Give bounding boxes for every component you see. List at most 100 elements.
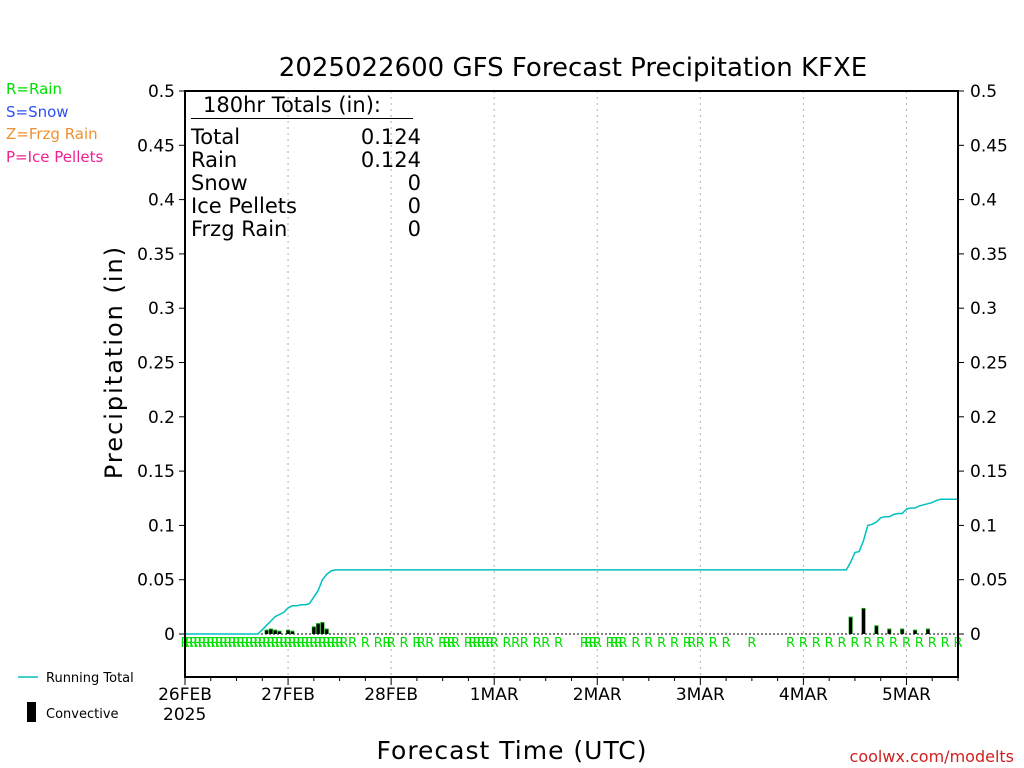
ptype-marker: R — [382, 636, 391, 651]
y-tick-label-right: 0.1 — [970, 516, 997, 536]
ptype-marker: R — [374, 636, 383, 651]
ptype-marker: R — [253, 636, 262, 651]
running-total-key-label: Running Total — [46, 671, 134, 686]
x-tick-label: 4MAR — [779, 685, 828, 705]
convective-bar — [874, 626, 878, 634]
ptype-marker: R — [228, 636, 237, 651]
y-tick-label: 0.25 — [137, 354, 175, 374]
ptype-marker: R — [614, 636, 623, 651]
ptype-marker: R — [447, 636, 456, 651]
ptype-marker: R — [451, 636, 460, 651]
ptype-marker: R — [610, 636, 619, 651]
ptype-marker: R — [271, 636, 280, 651]
ptype-marker: R — [202, 636, 211, 651]
y-tick-label: 0.3 — [148, 299, 175, 319]
ptype-marker: R — [185, 636, 194, 651]
totals-row-ice-pellets: Ice Pellets 0 — [191, 194, 421, 218]
convective-bar — [325, 629, 329, 634]
axes: 0 00.05 0.050.1 0.10.15 0.150.2 0.20.25 0.250.… — [137, 82, 1008, 705]
ptype-marker: R — [305, 636, 314, 651]
y-tick-label: 0.15 — [137, 462, 175, 482]
y-tick-label-right: 0 — [970, 625, 981, 645]
totals-label: Rain — [191, 148, 238, 172]
year-label: 2025 — [163, 705, 206, 725]
ptype-marker: R — [387, 636, 396, 651]
ptype-marker: R — [472, 636, 481, 651]
ptype-marker: R — [606, 636, 615, 651]
y-tick-label: 0.1 — [148, 516, 175, 536]
chart-title: 2025022600 GFS Forecast Precipitation KF… — [279, 53, 867, 83]
convective-bar — [900, 629, 904, 634]
totals-label: Snow — [191, 171, 248, 195]
ptype-marker: R — [786, 636, 795, 651]
ptype-marker: R — [915, 636, 924, 651]
ptype-marker: R — [215, 636, 224, 651]
ptype-marker: R — [206, 636, 215, 651]
ptype-marker: R — [318, 636, 327, 651]
ptype-marker: R — [189, 636, 198, 651]
ptype-marker: R — [850, 636, 859, 651]
totals-row-snow: Snow 0 — [191, 171, 421, 195]
ptype-marker: R — [288, 636, 297, 651]
convective-key-swatch — [27, 702, 36, 722]
ptype-marker: R — [520, 636, 529, 651]
series-layer — [185, 498, 958, 635]
totals-value: 0.124 — [360, 125, 421, 149]
totals-row-frzg-rain: Frzg Rain 0 — [191, 217, 421, 241]
ptype-marker: R — [425, 636, 434, 651]
ptype-marker: R — [326, 636, 335, 651]
ptype-marker: R — [485, 636, 494, 651]
ptype-marker: R — [258, 636, 267, 651]
x-tick-label: 1MAR — [470, 685, 519, 705]
convective-bar — [265, 630, 269, 634]
x-tick-label: 26FEB — [158, 685, 212, 705]
ptype-marker: R — [722, 636, 731, 651]
convective-bar — [316, 624, 320, 634]
ptype-marker: R — [709, 636, 718, 651]
ptype-marker: R — [464, 636, 473, 651]
ptype-marker: R — [511, 636, 520, 651]
ptype-marker: R — [322, 636, 331, 651]
ptype-marker: R — [838, 636, 847, 651]
y-tick-label-right: 0.2 — [970, 408, 997, 428]
ptype-marker: R — [232, 636, 241, 651]
ptype-marker: R — [477, 636, 486, 651]
ptype-marker: R — [825, 636, 834, 651]
legend-frzg-rain: Z=Frzg Rain — [6, 125, 98, 143]
x-tick-label: 5MAR — [882, 685, 931, 705]
y-tick-label-right: 0.35 — [970, 245, 1008, 265]
ptype-marker: R — [644, 636, 653, 651]
ptype-marker: R — [541, 636, 550, 651]
ptype-marker: R — [417, 636, 426, 651]
convective-bar — [849, 617, 853, 634]
ptype-marker: R — [331, 636, 340, 651]
x-tick-label: 2MAR — [573, 685, 622, 705]
totals-row-total: Total 0.124 — [191, 125, 421, 149]
totals-value: 0 — [407, 171, 421, 195]
ptype-marker: R — [490, 636, 499, 651]
ptype-marker: R — [670, 636, 679, 651]
ptype-marker: R — [442, 636, 451, 651]
ptype-marker: R — [687, 636, 696, 651]
ptype-marker: R — [902, 636, 911, 651]
y-tick-label-right: 0.5 — [970, 82, 997, 102]
y-tick-label-right: 0.4 — [970, 191, 997, 211]
y-tick-label: 0.2 — [148, 408, 175, 428]
legend-rain: R=Rain — [6, 80, 62, 98]
convective-bar — [320, 623, 324, 634]
legend-ice-pellets: P=Ice Pellets — [6, 148, 104, 166]
legend-snow: S=Snow — [6, 103, 69, 121]
ptype-marker: R — [249, 636, 258, 651]
ptype-marker: R — [245, 636, 254, 651]
y-tick-label: 0.35 — [137, 245, 175, 265]
ptype-marker: R — [275, 636, 284, 651]
totals-label: Frzg Rain — [191, 217, 288, 241]
y-tick-label: 0.05 — [137, 571, 175, 591]
y-axis-label: Precipitation (in) — [100, 245, 128, 479]
ptype-marker: R — [584, 636, 593, 651]
totals-row-rain: Rain 0.124 — [191, 148, 421, 172]
y-tick-label-right: 0.25 — [970, 354, 1008, 374]
ptype-marker: R — [198, 636, 207, 651]
